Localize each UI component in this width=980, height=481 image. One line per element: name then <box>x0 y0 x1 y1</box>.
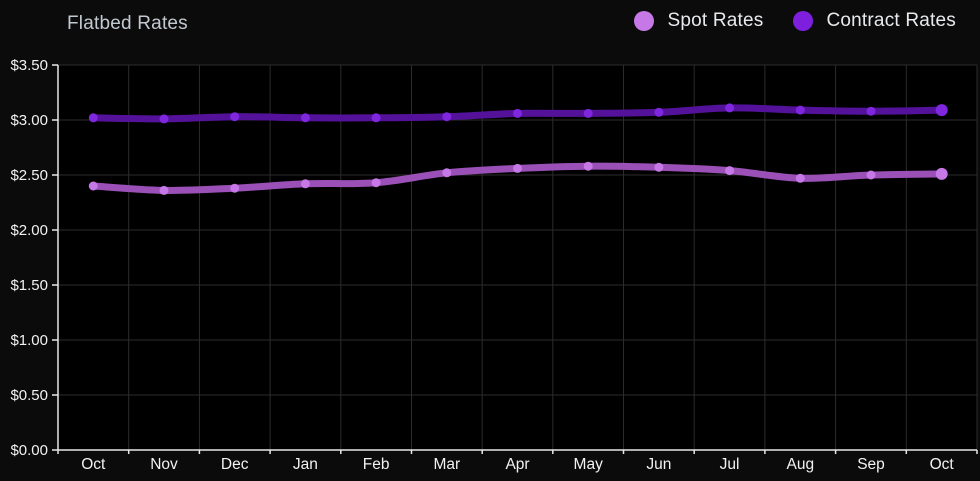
data-point-contract-rates[interactable] <box>725 103 735 113</box>
legend-label-spot-rates: Spot Rates <box>667 10 764 31</box>
data-point-contract-rates[interactable] <box>583 108 593 118</box>
data-point-spot-rates[interactable] <box>88 181 98 191</box>
data-point-contract-rates[interactable] <box>935 104 948 117</box>
legend-label-contract-rates: Contract Rates <box>826 10 956 31</box>
data-point-spot-rates[interactable] <box>442 168 452 178</box>
x-tick-label: Oct <box>930 456 955 473</box>
data-point-spot-rates[interactable] <box>230 183 240 193</box>
x-tick-label: Jan <box>293 456 318 473</box>
data-point-spot-rates[interactable] <box>300 179 310 189</box>
y-tick-label: $1.00 <box>10 332 48 349</box>
chart-title: Flatbed Rates <box>67 13 188 34</box>
data-point-spot-rates[interactable] <box>654 162 664 172</box>
data-point-spot-rates[interactable] <box>371 178 381 188</box>
data-point-spot-rates[interactable] <box>583 161 593 171</box>
data-point-contract-rates[interactable] <box>300 113 310 123</box>
x-tick-label: Nov <box>150 456 178 473</box>
legend-item-spot-rates[interactable]: Spot Rates <box>634 10 763 32</box>
contract-rates-dot-icon <box>793 11 814 31</box>
legend-item-contract-rates[interactable]: Contract Rates <box>793 10 956 32</box>
x-tick-label: May <box>574 456 604 473</box>
data-point-spot-rates[interactable] <box>725 166 735 176</box>
data-point-contract-rates[interactable] <box>866 106 876 116</box>
data-point-spot-rates[interactable] <box>513 163 522 173</box>
data-point-contract-rates[interactable] <box>795 105 805 115</box>
y-tick-label: $1.50 <box>10 277 48 294</box>
x-tick-label: Jun <box>646 456 671 473</box>
spot-rates-dot-icon <box>634 11 655 31</box>
y-tick-label: $0.00 <box>10 442 48 459</box>
y-tick-label: $3.00 <box>10 112 48 129</box>
x-tick-label: Jul <box>720 456 740 473</box>
plot-area <box>58 65 977 450</box>
x-tick-label: Aug <box>787 456 815 473</box>
data-point-contract-rates[interactable] <box>513 108 522 118</box>
x-tick-label: Oct <box>81 456 106 473</box>
data-point-spot-rates[interactable] <box>866 170 876 180</box>
data-point-spot-rates[interactable] <box>935 167 948 180</box>
data-point-spot-rates[interactable] <box>159 185 169 195</box>
x-tick-label: Mar <box>433 456 460 473</box>
data-point-contract-rates[interactable] <box>159 114 169 124</box>
data-point-contract-rates[interactable] <box>654 107 664 117</box>
data-point-contract-rates[interactable] <box>88 113 98 123</box>
data-point-contract-rates[interactable] <box>442 112 452 122</box>
y-tick-label: $3.50 <box>10 57 48 74</box>
data-point-contract-rates[interactable] <box>371 113 381 123</box>
data-point-spot-rates[interactable] <box>795 173 805 183</box>
chart-legend: Spot Rates Contract Rates <box>634 10 956 32</box>
x-tick-label: Dec <box>221 456 249 473</box>
y-tick-label: $2.50 <box>10 167 48 184</box>
y-tick-label: $2.00 <box>10 222 48 239</box>
x-tick-label: Apr <box>505 456 529 473</box>
x-tick-label: Feb <box>363 456 390 473</box>
y-tick-label: $0.50 <box>10 387 48 404</box>
data-point-contract-rates[interactable] <box>230 112 240 122</box>
x-tick-label: Sep <box>857 456 885 473</box>
